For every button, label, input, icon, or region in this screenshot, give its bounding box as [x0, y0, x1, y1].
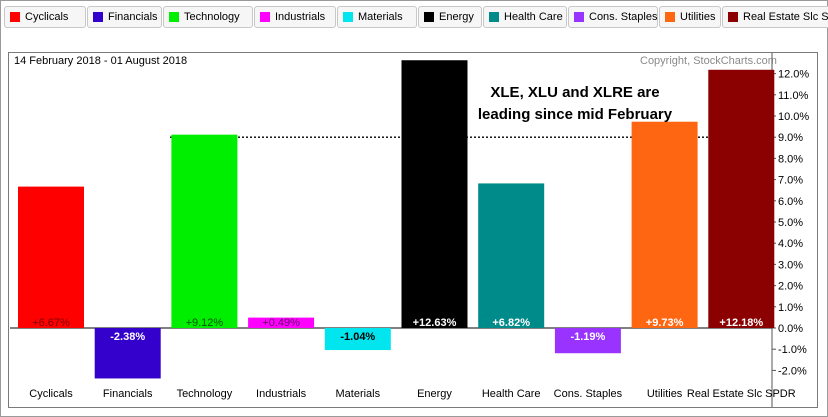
value-label: +6.67%: [32, 317, 70, 329]
category-label: Technology: [177, 388, 233, 400]
bar: [401, 60, 468, 329]
category-label: Cyclicals: [29, 388, 73, 400]
legend-item[interactable]: Cons. Staples: [568, 6, 658, 28]
y-tick-label: -2.0%: [778, 365, 807, 377]
legend-swatch: [343, 12, 353, 22]
category-label: Utilities: [647, 388, 683, 400]
value-label: +12.63%: [413, 317, 457, 329]
value-label: +0.49%: [262, 317, 300, 329]
legend-label: Health Care: [504, 11, 563, 23]
date-range: 14 February 2018 - 01 August 2018: [14, 55, 188, 67]
value-label: -1.04%: [340, 331, 375, 343]
bar: [248, 317, 315, 328]
y-tick-label: 9.0%: [778, 132, 803, 144]
legend-item[interactable]: Real Estate Slc SPDR: [722, 6, 828, 28]
category-label: Materials: [335, 388, 380, 400]
category-label: Industrials: [256, 388, 307, 400]
category-label: Energy: [417, 388, 452, 400]
value-label: +6.82%: [492, 317, 530, 329]
y-tick-label: -1.0%: [778, 344, 807, 356]
legend-item[interactable]: Utilities: [659, 6, 721, 28]
legend-label: Utilities: [680, 11, 716, 23]
bar: [324, 328, 391, 351]
annotation-line-2: leading since mid February: [477, 106, 673, 123]
y-tick-label: 5.0%: [778, 217, 803, 229]
annotation-text: XLE, XLU and XLRE are leading since mid …: [470, 82, 680, 126]
legend-label: Energy: [439, 11, 474, 23]
legend-item[interactable]: Technology: [163, 6, 253, 28]
legend-item[interactable]: Financials: [87, 6, 162, 28]
y-tick-label: 2.0%: [778, 281, 803, 293]
annotation-line-1: XLE, XLU and XLRE are: [490, 84, 660, 101]
legend-item[interactable]: Health Care: [483, 6, 567, 28]
legend-swatch: [10, 12, 20, 22]
y-tick-label: 10.0%: [778, 111, 809, 123]
legend: Cyclicals Financials Technology Industrials…: [4, 6, 828, 30]
y-tick-label: 11.0%: [778, 90, 809, 102]
legend-item[interactable]: Cyclicals: [4, 6, 86, 28]
bar: [18, 186, 84, 328]
legend-item[interactable]: Materials: [337, 6, 417, 28]
y-tick-label: 8.0%: [778, 153, 803, 165]
bar: [554, 328, 621, 354]
copyright: Copyright, StockCharts.com: [640, 55, 777, 67]
legend-item[interactable]: Industrials: [254, 6, 336, 28]
legend-swatch: [728, 12, 738, 22]
legend-item[interactable]: Energy: [418, 6, 482, 28]
bar: [708, 69, 775, 328]
category-label: Real Estate Slc SPDR: [687, 388, 796, 400]
value-label: -2.38%: [110, 331, 145, 343]
y-tick-label: 0.0%: [778, 323, 803, 335]
legend-swatch: [665, 12, 675, 22]
y-tick-label: 6.0%: [778, 196, 803, 208]
y-tick-label: 7.0%: [778, 175, 803, 187]
legend-label: Materials: [358, 11, 403, 23]
legend-swatch: [93, 12, 103, 22]
legend-swatch: [260, 12, 270, 22]
bar: [94, 328, 161, 379]
legend-label: Cyclicals: [25, 11, 69, 23]
legend-swatch: [424, 12, 434, 22]
legend-swatch: [489, 12, 499, 22]
bar: [631, 121, 698, 328]
category-label: Health Care: [482, 388, 541, 400]
bar: [478, 183, 545, 328]
y-tick-label: 1.0%: [778, 302, 803, 314]
legend-label: Cons. Staples: [589, 11, 658, 23]
legend-label: Industrials: [275, 11, 326, 23]
legend-swatch: [169, 12, 179, 22]
value-label: -1.19%: [570, 331, 605, 343]
category-label: Financials: [103, 388, 153, 400]
value-label: +12.18%: [719, 317, 763, 329]
y-tick-label: 12.0%: [778, 69, 809, 81]
bar: [171, 134, 238, 328]
y-tick-label: 3.0%: [778, 259, 803, 271]
value-label: +9.12%: [186, 317, 224, 329]
legend-label: Technology: [184, 11, 240, 23]
legend-label: Real Estate Slc SPDR: [743, 11, 828, 23]
legend-label: Financials: [108, 11, 158, 23]
value-label: +9.73%: [646, 317, 684, 329]
y-tick-label: 4.0%: [778, 238, 803, 250]
legend-swatch: [574, 12, 584, 22]
plot-area: [8, 52, 818, 408]
category-label: Cons. Staples: [554, 388, 623, 400]
